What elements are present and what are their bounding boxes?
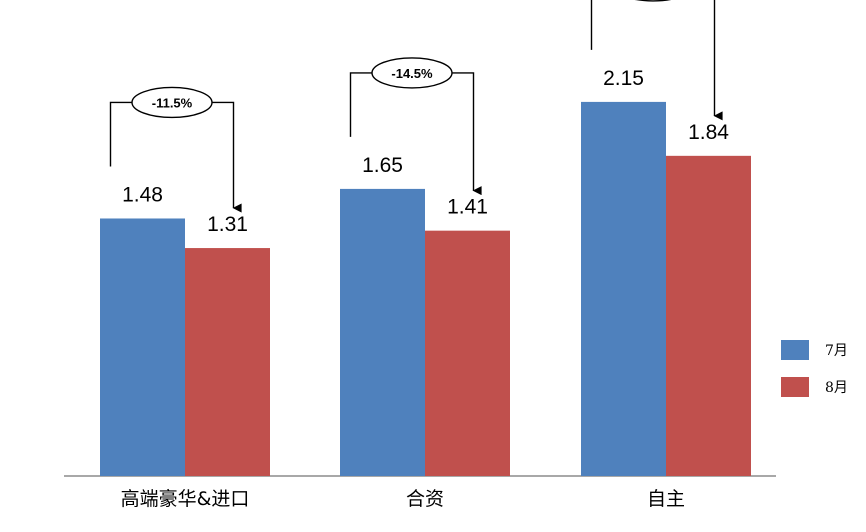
bar-jul-1 (340, 188, 425, 476)
data-label-jul-1: 1.65 (362, 154, 403, 177)
change-ellipse-1 (371, 57, 453, 89)
legend: 7月 8月 (781, 340, 848, 397)
legend-swatch-jul (781, 340, 809, 360)
bar-aug-2 (666, 155, 751, 476)
data-label-jul-0: 1.48 (122, 183, 163, 206)
data-label-aug-2: 1.84 (688, 121, 729, 144)
bar-aug-0 (185, 248, 270, 476)
change-ellipse-2 (634, 0, 672, 2)
change-label-0: -11.5% (152, 95, 193, 110)
legend-swatch-aug (781, 377, 809, 397)
data-label-jul-2: 2.15 (603, 67, 644, 90)
change-arrow-2 (590, 0, 723, 121)
data-label-aug-1: 1.41 (447, 196, 488, 219)
bar-aug-1 (425, 230, 510, 476)
legend-label-aug: 8月 (825, 380, 848, 396)
bar-jul-0 (100, 218, 185, 477)
x-tick-label-0: 高端豪华&进口 (121, 488, 250, 510)
data-label-aug-0: 1.31 (207, 213, 248, 236)
legend-label-jul: 7月 (825, 343, 848, 359)
bar-jul-2 (581, 101, 666, 477)
x-tick-label-1: 合资 (406, 488, 444, 510)
change-label-1: -14.5% (391, 66, 433, 81)
change-ellipse-0 (131, 86, 213, 119)
x-tick-label-2: 自主 (647, 488, 685, 510)
